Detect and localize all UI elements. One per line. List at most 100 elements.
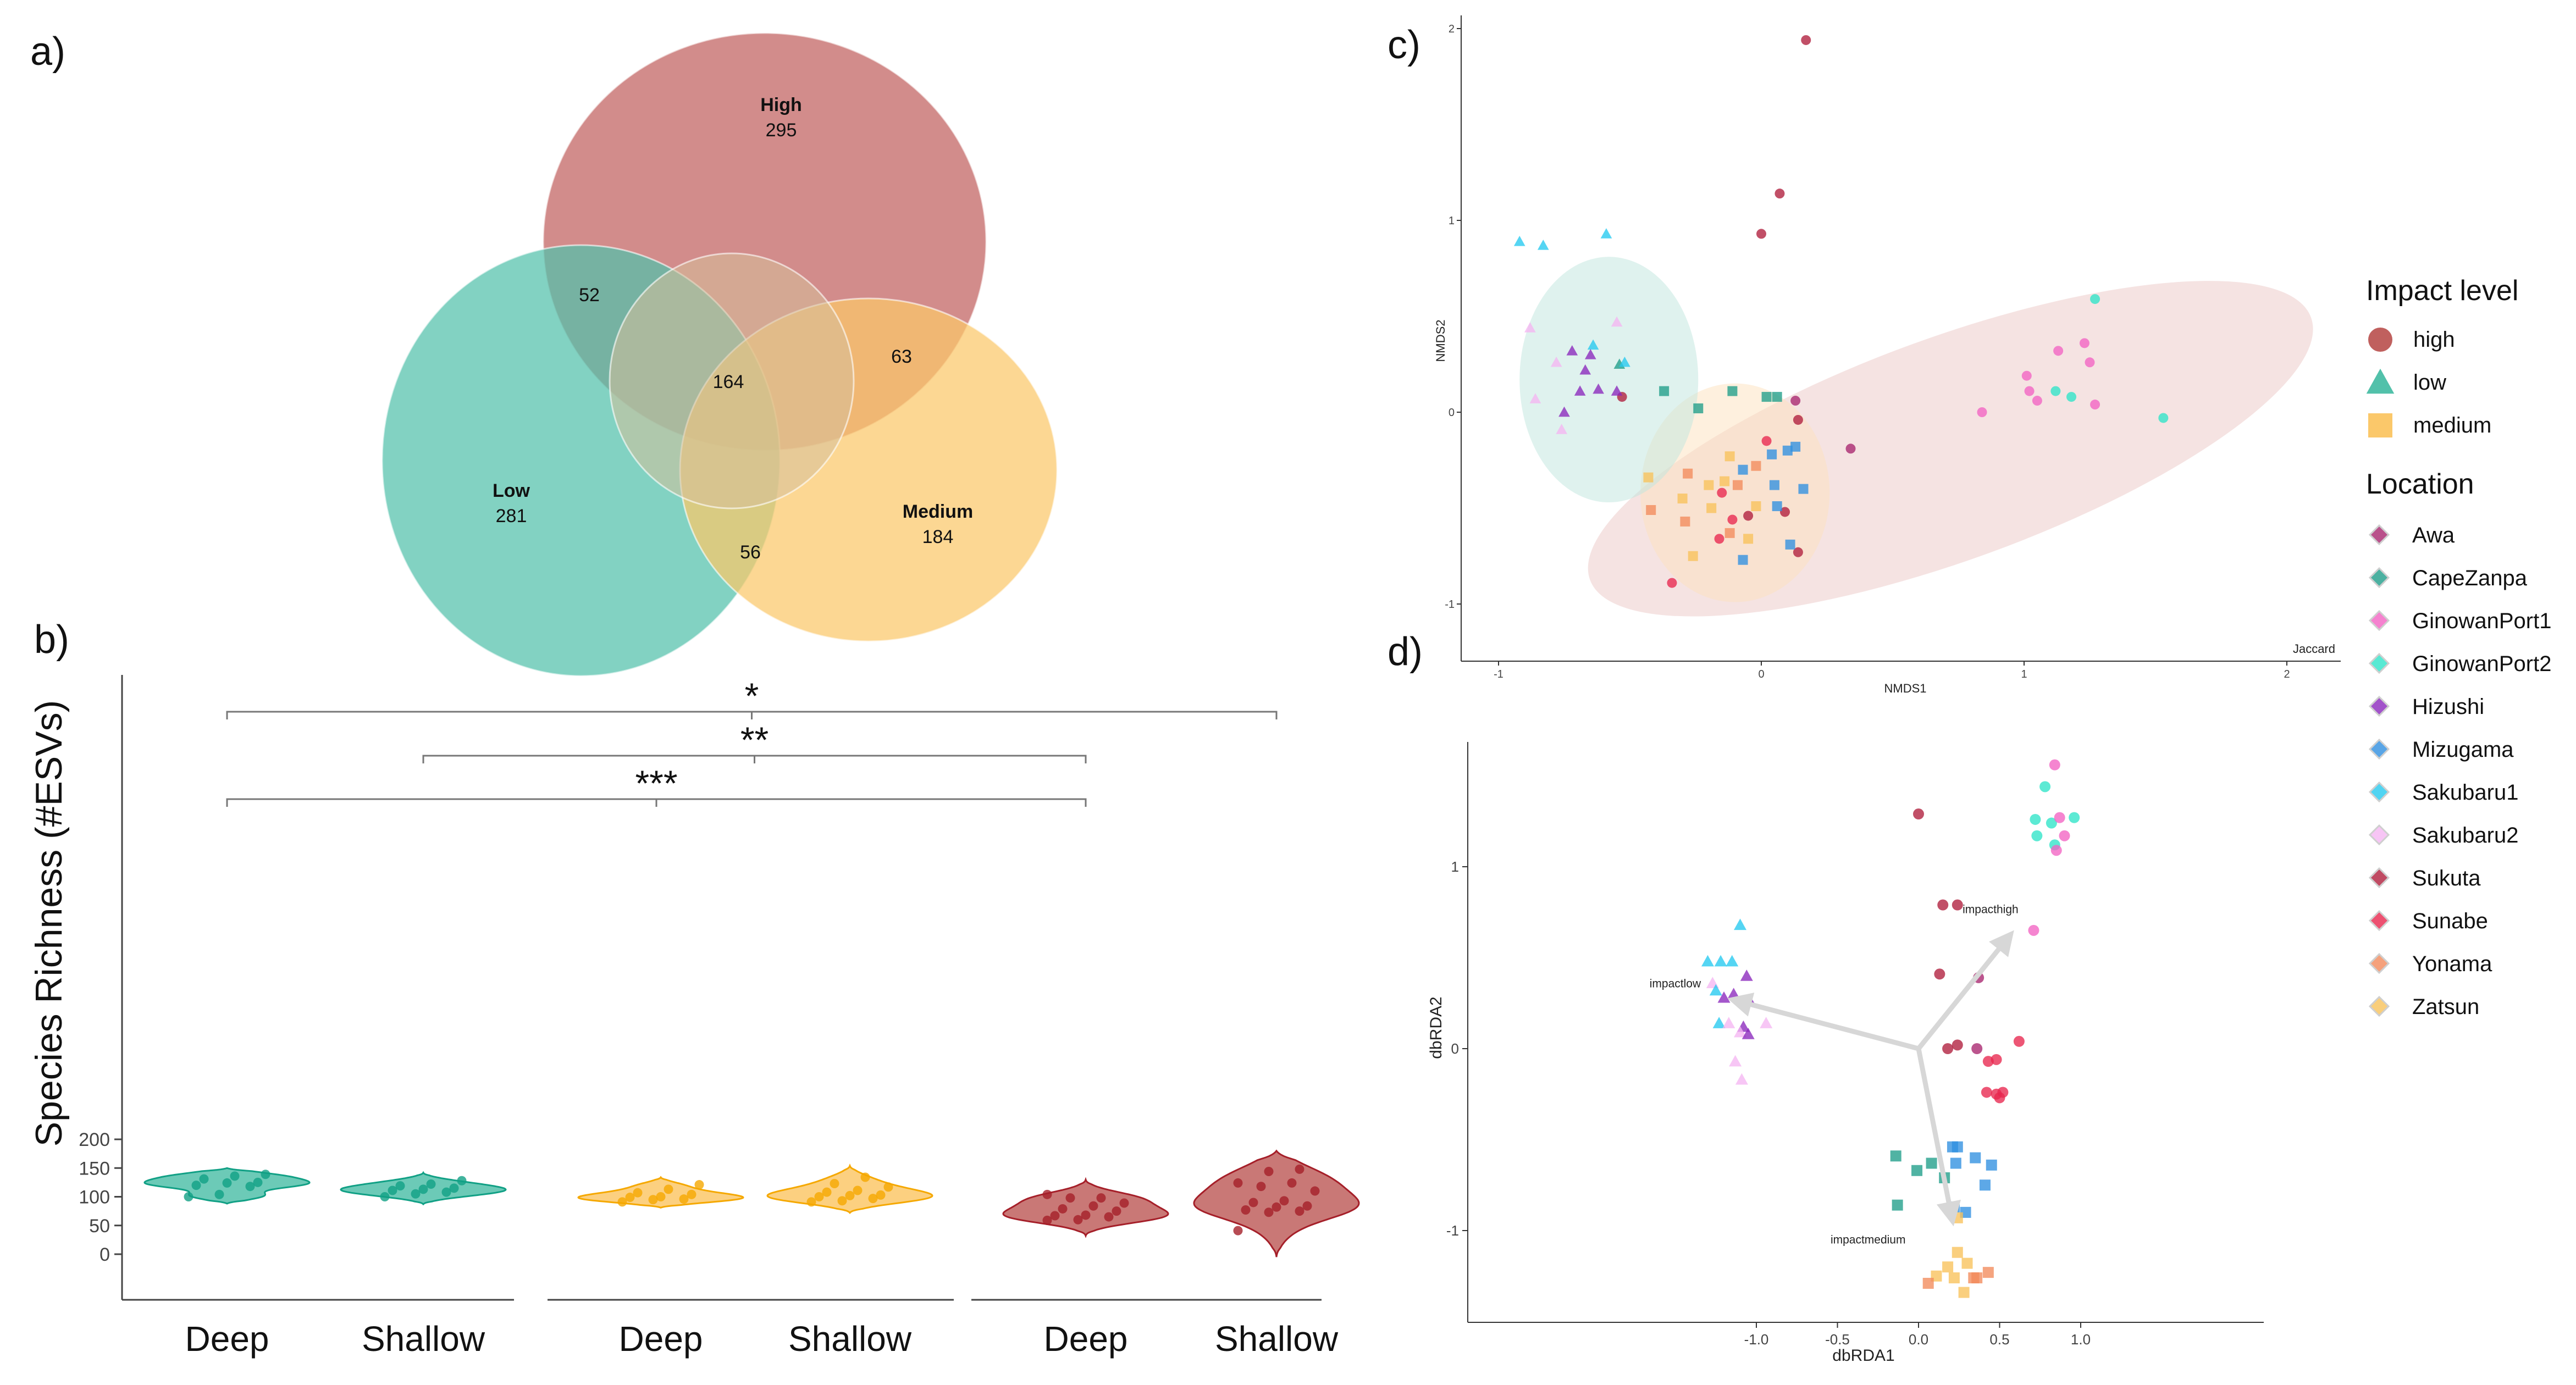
dbrda-point <box>1742 1028 1755 1039</box>
venn-intersection-count: 63 <box>891 346 912 367</box>
violin-x-tick-label: Deep <box>619 1319 703 1359</box>
legend-location-label: GinowanPort1 <box>2412 609 2551 633</box>
nmds-point <box>1587 339 1599 350</box>
nmds-point <box>1688 551 1698 561</box>
dbrda-x-tick-label: -1.0 <box>1744 1331 1769 1348</box>
dbrda-point <box>1971 1043 1983 1054</box>
dbrda-point <box>1734 918 1746 930</box>
dbrda-vector-arrow <box>1727 993 1920 1051</box>
nmds-ellipse-medium <box>1640 383 1830 602</box>
dbrda-point <box>1958 1287 1970 1298</box>
violin-y-tick-label: 0 <box>99 1244 110 1265</box>
nmds-point <box>1743 511 1754 521</box>
dbrda-point <box>1948 1272 1960 1284</box>
nmds-point <box>1761 392 1772 402</box>
dbrda-x-tick-label: 0.0 <box>1909 1331 1928 1348</box>
nmds-point <box>1793 414 1803 425</box>
nmds-point <box>1845 444 1856 454</box>
legend-impact-label: medium <box>2413 413 2491 437</box>
legend-location-label: Sunabe <box>2412 909 2488 933</box>
violin-point <box>380 1192 390 1201</box>
nmds-point <box>1793 547 1803 557</box>
legend-location-key <box>2368 652 2390 674</box>
significance-label: ** <box>740 719 769 760</box>
violin-shape <box>1002 1177 1169 1238</box>
dbrda-vector-label: impactlow <box>1650 978 1701 990</box>
dbrda-point <box>1968 1272 1980 1284</box>
nmds-point <box>1677 494 1688 504</box>
legend-location-label: Yonama <box>2412 952 2492 976</box>
nmds-point <box>1756 229 1766 239</box>
violin-point <box>191 1181 201 1190</box>
nmds-point <box>2090 294 2100 304</box>
venn-shapes <box>381 32 1058 677</box>
venn-set-count: 281 <box>496 506 527 527</box>
violin-point <box>1295 1206 1304 1216</box>
violin-point <box>457 1176 467 1185</box>
violin-point <box>625 1193 635 1203</box>
violin-point <box>1081 1210 1091 1220</box>
violin-point <box>1112 1206 1121 1216</box>
nmds-y-axis-label: NMDS2 <box>1434 319 1447 362</box>
dbrda-y-tick-label: 1 <box>1451 858 1459 875</box>
dbrda-point <box>1717 991 1731 1003</box>
nmds-point <box>1761 436 1772 446</box>
nmds-point <box>1714 534 1724 544</box>
violin-point <box>1050 1211 1060 1221</box>
nmds-point <box>1579 364 1591 375</box>
dbrda-x-tick-label: 1.0 <box>2071 1331 2091 1348</box>
dbrda-point <box>2050 845 2062 856</box>
dbrda-point <box>1712 1017 1726 1028</box>
panel-label-c: c) <box>1387 23 1420 67</box>
violin-point <box>1104 1212 1114 1222</box>
violin-point <box>679 1194 689 1204</box>
nmds-point <box>1643 472 1654 483</box>
nmds-ellipse-low <box>1519 257 1699 503</box>
dbrda-point <box>1922 1277 1934 1289</box>
dbrda-point <box>1979 1179 1991 1191</box>
violin-point <box>184 1192 194 1201</box>
nmds-point <box>2079 338 2089 348</box>
violin-point <box>656 1192 666 1201</box>
legend-location-key <box>2368 824 2390 846</box>
violin-y-tick-label: 200 <box>79 1129 110 1150</box>
nmds-point <box>2158 413 2169 423</box>
nmds-y-tick-label: -1 <box>1445 599 1455 611</box>
dbrda-y-tick-label: 0 <box>1451 1040 1459 1057</box>
nmds-point <box>1790 441 1801 452</box>
violin-point <box>1241 1205 1251 1215</box>
violin-point <box>845 1190 855 1200</box>
violin-plot: Species Richness (#ESVs) 0 50 100 150 200 Dee… <box>28 675 1360 1359</box>
violin-y-axis-label: Species Richness (#ESVs) <box>28 700 70 1147</box>
dbrda-point <box>1952 1246 1963 1258</box>
legend-location-key <box>2368 781 2390 803</box>
nmds-point <box>1751 501 1761 512</box>
violin-point <box>245 1182 255 1192</box>
violin-point <box>687 1189 696 1199</box>
violin-point <box>883 1182 893 1192</box>
dbrda-point <box>2069 812 2080 823</box>
dbrda-point <box>1890 1150 1901 1162</box>
violin-point <box>1264 1207 1274 1217</box>
dbrda-point <box>1934 968 1945 980</box>
dbrda-x-tick-label: 0.5 <box>1989 1331 2009 1348</box>
nmds-point <box>2032 396 2042 406</box>
violin-point <box>1058 1204 1068 1214</box>
violin-point <box>230 1171 240 1181</box>
nmds-point <box>1611 385 1623 396</box>
violin-point <box>837 1196 847 1206</box>
dbrda-plot: dbRDA1 dbRDA2 -1.0 -0.5 0.0 0.5 1.0 -1 0 1 impac… <box>1427 742 2264 1365</box>
violin-point <box>648 1195 658 1205</box>
venn-intersection-count: 56 <box>740 542 761 563</box>
dbrda-point <box>1734 1026 1746 1038</box>
nmds-point <box>1600 228 1612 239</box>
nmds-point <box>2050 386 2061 396</box>
nmds-x-tick-label: 1 <box>2021 668 2027 680</box>
violin-point <box>664 1184 673 1194</box>
legend-location-label: Mizugama <box>2412 738 2514 762</box>
nmds-point <box>1767 449 1777 459</box>
nmds-point <box>1720 476 1730 486</box>
dbrda-point <box>1760 1017 1773 1028</box>
nmds-point <box>1704 480 1714 490</box>
dbrda-x-axis-label: dbRDA1 <box>1832 1347 1894 1365</box>
